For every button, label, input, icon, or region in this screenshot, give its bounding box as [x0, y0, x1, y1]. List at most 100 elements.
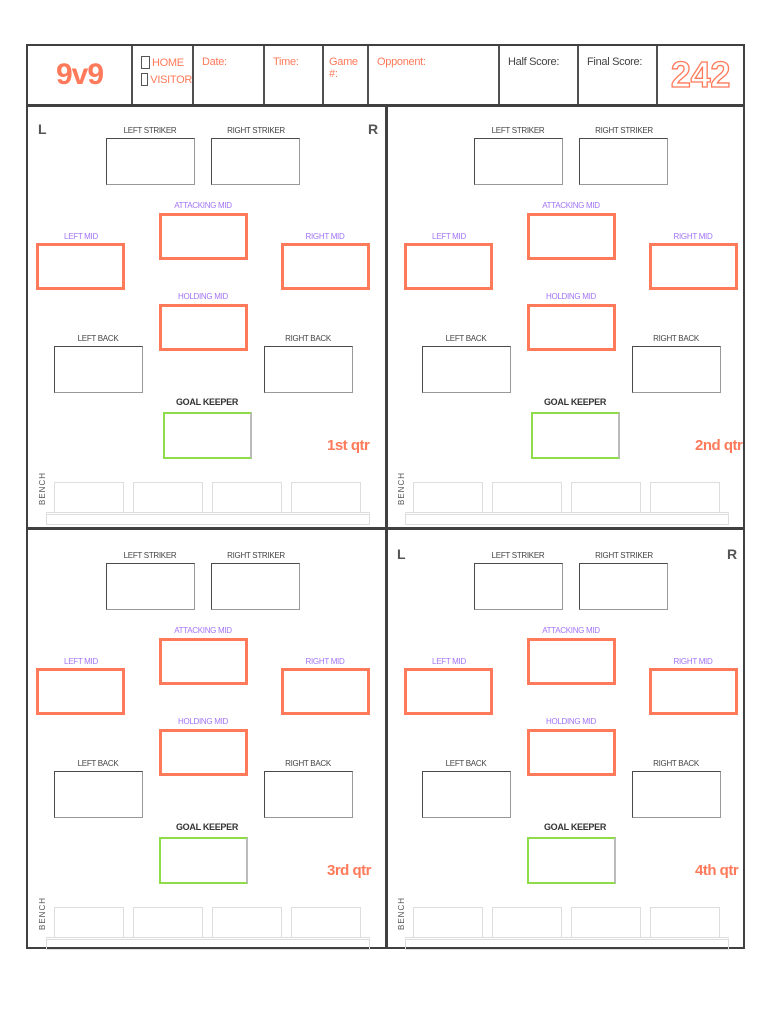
right-striker-box[interactable]: [211, 138, 300, 185]
right-mid-label: RIGHT MID: [673, 232, 713, 241]
right-striker-box[interactable]: [579, 138, 668, 185]
holding-mid-label: HOLDING MID: [177, 717, 229, 726]
right-side-label: R: [727, 546, 738, 562]
left-side-label: L: [397, 546, 406, 562]
bench-slot-3[interactable]: [571, 907, 641, 938]
right-mid-box[interactable]: [649, 243, 738, 290]
bench-slot-1[interactable]: [54, 907, 124, 938]
quarter-label: 4th qtr: [695, 862, 739, 879]
quarter-3-field: LEFT STRIKER RIGHT STRIKER ATTACKING MID LE…: [28, 530, 387, 952]
right-striker-box[interactable]: [211, 563, 300, 610]
left-striker-box[interactable]: [106, 563, 195, 610]
left-back-box[interactable]: [54, 771, 143, 818]
bench-slot-2[interactable]: [133, 482, 203, 513]
right-mid-label: RIGHT MID: [305, 657, 345, 666]
opponent-field[interactable]: Opponent:: [369, 46, 500, 104]
left-striker-box[interactable]: [106, 138, 195, 185]
left-mid-box[interactable]: [36, 668, 125, 715]
visitor-checkbox[interactable]: VISITOR: [141, 73, 192, 86]
right-back-box[interactable]: [264, 771, 353, 818]
goal-keeper-box[interactable]: [163, 412, 252, 459]
right-mid-box[interactable]: [649, 668, 738, 715]
attacking-mid-box[interactable]: [527, 213, 616, 260]
date-field[interactable]: Date:: [194, 46, 265, 104]
home-label: HOME: [152, 56, 184, 69]
left-mid-box[interactable]: [404, 668, 493, 715]
home-visitor-cell: HOME VISITOR: [133, 46, 194, 104]
bench-slot-3[interactable]: [571, 482, 641, 513]
bench-slot-1[interactable]: [413, 482, 483, 513]
holding-mid-box[interactable]: [527, 729, 616, 776]
bench-slot-3[interactable]: [212, 482, 282, 513]
right-mid-box[interactable]: [281, 668, 370, 715]
quarter-label: 1st qtr: [327, 437, 370, 454]
right-back-box[interactable]: [632, 346, 721, 393]
holding-mid-label: HOLDING MID: [545, 717, 597, 726]
home-checkbox[interactable]: HOME: [141, 56, 192, 69]
bench-label: BENCH: [397, 471, 406, 505]
right-back-label: RIGHT BACK: [653, 334, 699, 343]
left-back-box[interactable]: [422, 346, 511, 393]
quarter-label: 3rd qtr: [327, 862, 372, 879]
bench-slot-4[interactable]: [650, 907, 720, 938]
attacking-mid-box[interactable]: [159, 638, 248, 685]
checkbox-icon: [141, 56, 150, 69]
holding-mid-box[interactable]: [527, 304, 616, 351]
bench-slot-4[interactable]: [291, 482, 361, 513]
attacking-mid-box[interactable]: [527, 638, 616, 685]
left-mid-box[interactable]: [404, 243, 493, 290]
right-back-label: RIGHT BACK: [653, 759, 699, 768]
right-back-box[interactable]: [632, 771, 721, 818]
bench-bar: [405, 512, 729, 525]
left-striker-box[interactable]: [474, 138, 563, 185]
bench-slot-4[interactable]: [650, 482, 720, 513]
bench-slot-2[interactable]: [492, 482, 562, 513]
format-title: 9v9: [28, 46, 133, 104]
attacking-mid-label: ATTACKING MID: [542, 626, 600, 635]
goal-keeper-box[interactable]: [159, 837, 248, 884]
left-mid-label: LEFT MID: [64, 657, 98, 666]
time-field[interactable]: Time:: [265, 46, 324, 104]
attacking-mid-box[interactable]: [159, 213, 248, 260]
right-back-label: RIGHT BACK: [285, 759, 331, 768]
quarter-1-field: L R LEFT STRIKER RIGHT STRIKER ATTACKING MID…: [28, 105, 387, 527]
final-score-field[interactable]: Final Score:: [579, 46, 658, 104]
right-striker-label: RIGHT STRIKER: [227, 551, 285, 560]
horizontal-divider: [28, 527, 743, 530]
bench-slot-3[interactable]: [212, 907, 282, 938]
right-striker-label: RIGHT STRIKER: [595, 551, 653, 560]
attacking-mid-label: ATTACKING MID: [542, 201, 600, 210]
bench-slot-2[interactable]: [492, 907, 562, 938]
checkbox-icon: [141, 73, 149, 86]
holding-mid-label: HOLDING MID: [545, 292, 597, 301]
left-striker-box[interactable]: [474, 563, 563, 610]
right-back-box[interactable]: [264, 346, 353, 393]
holding-mid-box[interactable]: [159, 304, 248, 351]
goal-keeper-box[interactable]: [527, 837, 616, 884]
left-side-label: L: [38, 121, 47, 137]
holding-mid-label: HOLDING MID: [177, 292, 229, 301]
goal-keeper-box[interactable]: [531, 412, 620, 459]
left-mid-label: LEFT MID: [64, 232, 98, 241]
bench-label: BENCH: [397, 896, 406, 930]
bench-slot-4[interactable]: [291, 907, 361, 938]
lineup-sheet: 9v9 HOME VISITOR Date: Time: Game #: Opp…: [26, 44, 745, 952]
attacking-mid-label: ATTACKING MID: [174, 201, 232, 210]
right-mid-box[interactable]: [281, 243, 370, 290]
header-row: 9v9 HOME VISITOR Date: Time: Game #: Opp…: [28, 46, 743, 107]
visitor-label: VISITOR: [150, 73, 192, 86]
bench-slot-2[interactable]: [133, 907, 203, 938]
right-striker-box[interactable]: [579, 563, 668, 610]
left-back-box[interactable]: [422, 771, 511, 818]
left-mid-box[interactable]: [36, 243, 125, 290]
game-number-field[interactable]: Game #:: [324, 46, 369, 104]
left-striker-label: LEFT STRIKER: [123, 126, 177, 135]
left-striker-label: LEFT STRIKER: [123, 551, 177, 560]
holding-mid-box[interactable]: [159, 729, 248, 776]
half-score-field[interactable]: Half Score:: [500, 46, 579, 104]
bench-slot-1[interactable]: [54, 482, 124, 513]
goal-keeper-label: GOAL KEEPER: [543, 822, 607, 832]
logo: 242: [670, 53, 731, 95]
bench-slot-1[interactable]: [413, 907, 483, 938]
left-back-box[interactable]: [54, 346, 143, 393]
